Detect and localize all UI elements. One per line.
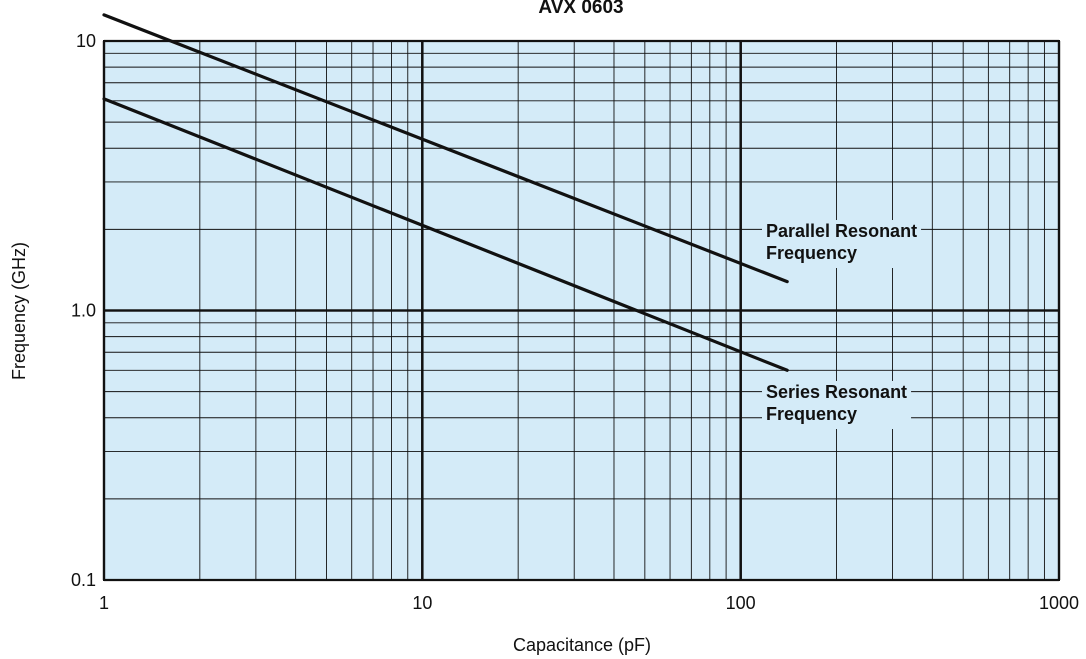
x-tick-label: 1 — [99, 593, 109, 613]
x-tick-label: 10 — [412, 593, 432, 613]
annotation-line: Parallel Resonant — [766, 221, 917, 241]
series-layer — [102, 13, 789, 372]
annotation-line: Series Resonant — [766, 382, 907, 402]
y-tick-label: 0.1 — [71, 570, 96, 590]
plot-frame — [103, 40, 1060, 581]
series-line-1 — [102, 13, 789, 284]
y-tick-label: 10 — [76, 31, 96, 51]
chart-title: AVX 0603 — [538, 0, 623, 18]
tick-labels: 1 10 100 1000 0.1 1.0 10 — [71, 31, 1079, 613]
y-axis-title: Frequency (GHz) — [9, 242, 29, 380]
annotation-background — [762, 381, 912, 429]
annotation-background — [762, 220, 922, 268]
series-line-2 — [102, 97, 789, 372]
y-tick-label: 1.0 — [71, 301, 96, 321]
annotation-line: Frequency — [766, 243, 857, 263]
x-axis-title: Capacitance (pF) — [513, 635, 651, 655]
x-tick-label: 1000 — [1039, 593, 1079, 613]
x-tick-label: 100 — [726, 593, 756, 613]
grid — [102, 39, 1061, 582]
annotation-line: Frequency — [766, 404, 857, 424]
